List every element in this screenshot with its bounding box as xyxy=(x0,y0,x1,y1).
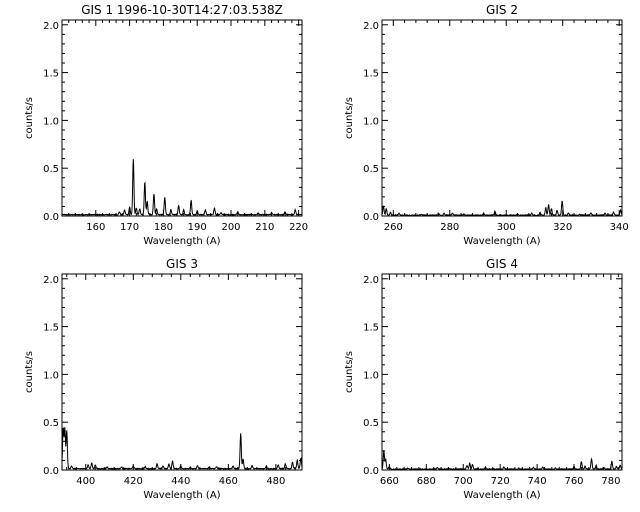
x-tick-label: 180 xyxy=(154,222,173,233)
x-axis-title: Wavelength (A) xyxy=(463,236,540,247)
y-tick-label: 1.0 xyxy=(363,370,379,381)
x-tick-label: 440 xyxy=(171,476,190,487)
y-tick-label: 1.5 xyxy=(43,323,59,334)
spectrum-line xyxy=(381,449,623,471)
x-axis-title: Wavelength (A) xyxy=(143,236,220,247)
y-tick-label: 1.0 xyxy=(43,370,59,381)
x-tick-label: 460 xyxy=(219,476,238,487)
spectrum-line xyxy=(61,427,303,471)
x-tick-label: 210 xyxy=(255,222,274,233)
spectrum-panel-1: 160 170 180 190 200 210 220 0.0 0.5 1.0 1.5 2.0 GIS … xyxy=(24,3,308,247)
y-tick-label: 1.0 xyxy=(43,116,59,127)
y-tick-label: 2.0 xyxy=(43,275,59,286)
x-tick-label: 190 xyxy=(188,222,207,233)
y-tick-label: 0.0 xyxy=(363,212,379,223)
y-axis-title: counts/s xyxy=(24,97,35,139)
panel-title: GIS 1 1996-10-30T14:27:03.538Z xyxy=(81,3,283,17)
y-tick-label: 1.5 xyxy=(363,69,379,80)
y-tick-label: 0.5 xyxy=(363,418,379,429)
panel-title: GIS 2 xyxy=(486,3,518,17)
x-tick-label: 660 xyxy=(380,476,399,487)
x-tick-label: 400 xyxy=(76,476,95,487)
x-tick-label: 280 xyxy=(440,222,459,233)
y-tick-label: 2.0 xyxy=(43,21,59,32)
y-axis-title: counts/s xyxy=(24,351,35,393)
y-tick-label: 0.0 xyxy=(43,466,59,477)
plot-frame xyxy=(61,273,303,471)
x-tick-label: 760 xyxy=(564,476,583,487)
x-tick-label: 720 xyxy=(491,476,510,487)
y-axis-title: counts/s xyxy=(344,97,355,139)
y-tick-label: 2.0 xyxy=(363,21,379,32)
y-tick-label: 2.0 xyxy=(363,275,379,286)
x-tick-label: 740 xyxy=(528,476,547,487)
x-tick-label: 680 xyxy=(417,476,436,487)
x-tick-label: 300 xyxy=(497,222,516,233)
x-axis-title: Wavelength (A) xyxy=(463,490,540,501)
x-tick-label: 200 xyxy=(221,222,240,233)
y-tick-label: 1.0 xyxy=(363,116,379,127)
y-tick-label: 0.5 xyxy=(363,164,379,175)
panel-title: GIS 3 xyxy=(166,257,198,271)
spectrum-line xyxy=(61,159,303,217)
x-tick-label: 340 xyxy=(610,222,629,233)
x-tick-label: 220 xyxy=(289,222,308,233)
x-tick-label: 700 xyxy=(454,476,473,487)
y-tick-label: 1.5 xyxy=(363,323,379,334)
plot-frame xyxy=(61,19,303,217)
x-tick-label: 480 xyxy=(266,476,285,487)
spectrum-panel-2: 260 280 300 320 340 0.0 0.5 1.0 1.5 2.0 GIS 2 Wavel… xyxy=(344,3,629,247)
spectrum-panel-4: 660 680 700 720 740 760 780 0.0 0.5 1.0 1.5 2.0 GIS … xyxy=(344,257,623,501)
plot-frame xyxy=(381,273,623,471)
y-tick-label: 0.0 xyxy=(363,466,379,477)
y-tick-label: 0.5 xyxy=(43,418,59,429)
plot-frame xyxy=(381,19,623,217)
x-tick-label: 320 xyxy=(553,222,572,233)
x-tick-label: 420 xyxy=(124,476,143,487)
x-tick-label: 160 xyxy=(86,222,105,233)
spectrum-panel-3: 400 420 440 460 480 0.0 0.5 1.0 1.5 2.0 GIS 3 Wavel… xyxy=(24,257,303,501)
x-tick-label: 170 xyxy=(120,222,139,233)
spectrum-line xyxy=(381,200,623,217)
x-tick-label: 260 xyxy=(384,222,403,233)
y-tick-label: 1.5 xyxy=(43,69,59,80)
y-tick-label: 0.0 xyxy=(43,212,59,223)
x-tick-label: 780 xyxy=(601,476,620,487)
x-axis-title: Wavelength (A) xyxy=(143,490,220,501)
y-axis-title: counts/s xyxy=(344,351,355,393)
y-tick-label: 0.5 xyxy=(43,164,59,175)
panel-title: GIS 4 xyxy=(486,257,518,271)
